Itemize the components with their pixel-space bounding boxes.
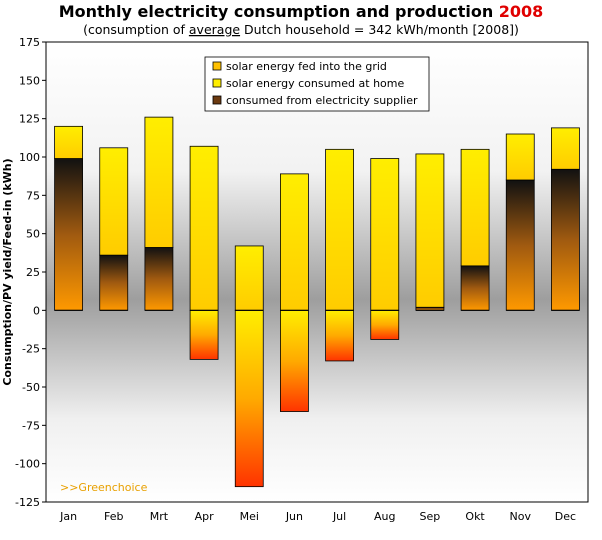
bar-solar-consumed-at-home — [189, 145, 219, 311]
x-axis: Jan Feb Mrt Apr Mei Jun Jul Aug Sep Okt Nov Dec — [59, 510, 576, 523]
y-axis: 175 150 125 100 75 50 25 0 -25 -50 -75 -100 -125 — [15, 36, 46, 509]
x-tick-label: Feb — [104, 510, 123, 523]
chart-title: Monthly electricity consumption and prod… — [59, 2, 544, 21]
bar-group-okt — [460, 148, 490, 311]
x-tick-label: Mei — [240, 510, 259, 523]
plot-area — [45, 41, 589, 503]
y-tick-label: 50 — [26, 228, 40, 241]
y-tick-label: -100 — [15, 458, 40, 471]
bar-solar-consumed-at-home — [415, 153, 445, 308]
y-tick-label: -25 — [22, 343, 40, 356]
bar-group-jul — [325, 148, 354, 362]
legend-label-supplier: consumed from electricity supplier — [226, 94, 418, 107]
y-tick-label: -75 — [22, 419, 40, 432]
bar-solar-consumed-at-home — [99, 147, 129, 256]
bar-group-mrt — [144, 116, 174, 311]
x-tick-label: Apr — [195, 510, 215, 523]
bar-group-sep — [415, 153, 445, 311]
bar-solar-consumed-at-home — [370, 158, 400, 311]
bar-solar-consumed-at-home — [234, 245, 264, 311]
bar-consumed-from-supplier — [551, 168, 580, 311]
legend: solar energy fed into the grid solar ene… — [204, 56, 430, 112]
legend-swatch-fed — [212, 61, 222, 71]
y-tick-label: 125 — [19, 113, 40, 126]
x-tick-label: Nov — [510, 510, 532, 523]
bar-fed-into-grid — [234, 309, 264, 488]
x-tick-label: Jun — [285, 510, 303, 523]
x-tick-label: Okt — [465, 510, 485, 523]
y-tick-label: 25 — [26, 266, 40, 279]
y-tick-label: 0 — [33, 304, 40, 317]
x-tick-label: Sep — [420, 510, 441, 523]
bar-consumed-from-supplier — [144, 247, 174, 311]
x-tick-label: Mrt — [150, 510, 169, 523]
chart-title-year: 2008 — [499, 2, 544, 21]
bar-solar-consumed-at-home — [460, 148, 490, 267]
x-tick-label: Jan — [59, 510, 77, 523]
x-tick-label: Jul — [332, 510, 346, 523]
bar-consumed-from-supplier — [505, 179, 535, 311]
bar-solar-consumed-at-home — [505, 133, 535, 181]
legend-swatch-home — [212, 78, 222, 88]
greenchoice-brand: >>Greenchoice — [60, 481, 148, 494]
y-tick-label: 100 — [19, 151, 40, 164]
bar-fed-into-grid — [325, 309, 354, 362]
chart-subtitle: (consumption of average Dutch household … — [83, 22, 519, 37]
y-tick-label: 175 — [19, 36, 40, 49]
bar-solar-consumed-at-home — [144, 116, 174, 248]
bar-group-aug — [370, 158, 400, 340]
legend-swatch-supplier — [212, 95, 222, 105]
bar-group-apr — [189, 145, 219, 360]
bar-group-mei — [234, 245, 264, 488]
bar-group-feb — [99, 147, 129, 311]
bar-fed-into-grid — [370, 309, 400, 340]
subtitle-before: (consumption of — [83, 22, 189, 37]
y-axis-label: Consumption/PV yield/Feed-in (kWh) — [1, 158, 14, 385]
y-tick-label: -125 — [15, 496, 40, 509]
bar-solar-consumed-at-home — [280, 173, 309, 311]
bar-fed-into-grid — [189, 309, 219, 360]
bar-fed-into-grid — [280, 309, 309, 412]
subtitle-after: Dutch household = 342 kWh/month [2008]) — [240, 22, 519, 37]
bar-solar-consumed-at-home — [325, 148, 354, 311]
bars — [54, 116, 580, 488]
x-tick-label: Aug — [374, 510, 395, 523]
x-tick-label: Dec — [555, 510, 576, 523]
bar-consumed-from-supplier — [54, 158, 83, 311]
bar-solar-consumed-at-home — [54, 125, 83, 159]
y-tick-label: 75 — [26, 189, 40, 202]
legend-box — [204, 56, 430, 112]
bar-consumed-from-supplier — [99, 254, 129, 311]
y-tick-label: -50 — [22, 381, 40, 394]
legend-label-fed: solar energy fed into the grid — [226, 60, 387, 73]
legend-label-home: solar energy consumed at home — [226, 77, 404, 90]
bar-group-jan — [54, 125, 83, 311]
bar-consumed-from-supplier — [460, 265, 490, 311]
subtitle-underlined: average — [189, 22, 240, 37]
chart-title-text: Monthly electricity consumption and prod… — [59, 2, 499, 21]
bar-group-dec — [551, 127, 580, 311]
bar-solar-consumed-at-home — [551, 127, 580, 170]
bar-group-jun — [280, 173, 309, 412]
bar-group-nov — [505, 133, 535, 311]
y-tick-label: 150 — [19, 74, 40, 87]
